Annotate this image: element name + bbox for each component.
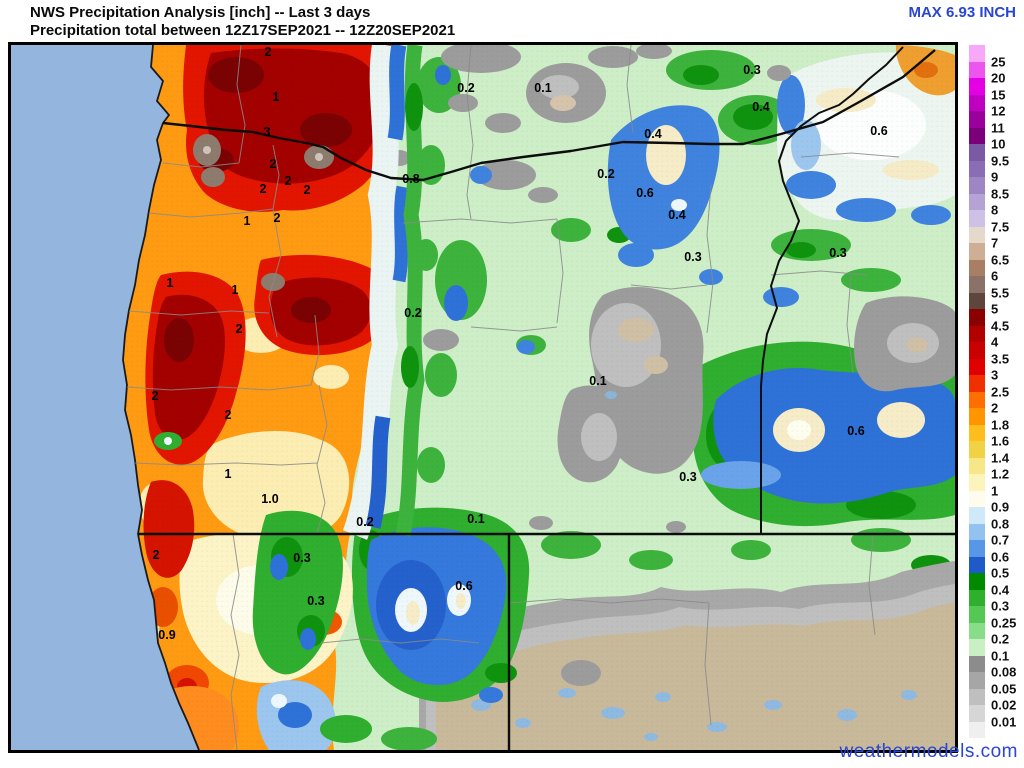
legend-cell (969, 655, 985, 672)
legend-tick-label: 10 (991, 136, 1006, 152)
legend-cell (969, 45, 985, 62)
legend-tick-label: 1 (991, 483, 999, 498)
legend-cell (969, 589, 985, 606)
legend-tick-label: 4.5 (991, 318, 1010, 333)
legend-cell (969, 375, 985, 392)
legend-cell (969, 61, 985, 78)
legend-cell (969, 292, 985, 309)
legend-tick-label: 1.4 (991, 450, 1010, 465)
legend-cell (969, 408, 985, 425)
legend-tick-label: 3 (991, 367, 999, 383)
legend-tick-label: 0.3 (991, 598, 1010, 614)
legend-tick-label: 0.7 (991, 532, 1010, 548)
legend-tick-label: 5.5 (991, 285, 1010, 300)
legend-cell (969, 556, 985, 573)
legend-tick-label: 7 (991, 235, 999, 251)
legend-cell (969, 606, 985, 623)
page-subtitle: Precipitation total between 12Z17SEP2021… (30, 22, 456, 39)
legend-cell (969, 177, 985, 194)
legend-cell (969, 193, 985, 210)
legend-cell (969, 672, 985, 689)
legend-tick-label: 5 (991, 301, 999, 317)
legend-cell (969, 94, 985, 111)
legend-tick-label: 3.5 (991, 351, 1010, 366)
legend-tick-label: 1.2 (991, 466, 1010, 482)
legend-tick-label: 0.25 (991, 615, 1017, 630)
legend-cell (969, 111, 985, 128)
max-value: MAX 6.93 INCH (908, 4, 1016, 21)
legend-tick-label: 7.5 (991, 219, 1010, 234)
legend-tick-label: 0.8 (991, 516, 1010, 531)
legend-cell (969, 210, 985, 227)
legend-cell (969, 342, 985, 359)
legend-cell (969, 309, 985, 326)
legend-tick-label: 0.05 (991, 681, 1017, 696)
legend-tick-label: 20 (991, 70, 1006, 86)
legend-cell (969, 160, 985, 177)
legend-tick-label: 2 (991, 400, 999, 416)
legend-tick-label: 9.5 (991, 153, 1010, 168)
legend-tick-label: 0.02 (991, 697, 1017, 713)
legend-tick-label: 0.6 (991, 549, 1010, 564)
legend-tick-label: 0.5 (991, 565, 1010, 581)
precipitation-map (11, 45, 955, 750)
legend-cell (969, 573, 985, 590)
legend-tick-label: 0.4 (991, 582, 1010, 597)
legend-tick-label: 0.2 (991, 631, 1010, 647)
legend-tick-label: 8.5 (991, 186, 1010, 201)
legend-tick-label: 11 (991, 120, 1005, 135)
legend-cell (969, 391, 985, 408)
legend-cell (969, 457, 985, 474)
page-title: NWS Precipitation Analysis [inch] -- Las… (30, 4, 371, 21)
legend-tick-label: 0.9 (991, 499, 1010, 515)
legend-cell (969, 705, 985, 722)
legend-tick-label: 0.01 (991, 714, 1017, 729)
legend-cell (969, 259, 985, 276)
legend-tick-label: 9 (991, 169, 999, 185)
legend-tick-label: 4 (991, 334, 999, 350)
legend-cell (969, 226, 985, 243)
legend: 25 20 15 12 11 10 9.5 9 8.5 8 7.5 7 6.5 6 5.5 5 4.5 4 3.5 3… (969, 45, 1024, 755)
legend-cell (969, 276, 985, 293)
watermark: weathermodels.com (839, 741, 1018, 762)
legend-tick-label: 6.5 (991, 252, 1010, 267)
legend-cell (969, 424, 985, 441)
legend-tick-label: 2.5 (991, 384, 1010, 399)
legend-cell (969, 78, 985, 95)
legend-colorbar (969, 45, 985, 738)
legend-cell (969, 639, 985, 656)
legend-cell (969, 358, 985, 375)
legend-tick-label: 0.1 (991, 648, 1010, 663)
legend-cell (969, 243, 985, 260)
legend-tick-label: 0.08 (991, 664, 1017, 680)
legend-tick-label: 25 (991, 54, 1006, 69)
legend-cell (969, 540, 985, 557)
legend-cell (969, 622, 985, 639)
legend-tick-label: 1.8 (991, 417, 1010, 432)
legend-tick-label: 6 (991, 268, 999, 284)
legend-tick-label: 15 (991, 87, 1006, 102)
legend-cell (969, 474, 985, 491)
legend-cell (969, 507, 985, 524)
legend-cell (969, 688, 985, 705)
legend-cell (969, 127, 985, 144)
legend-tick-label: 1.6 (991, 433, 1010, 449)
legend-cell (969, 721, 985, 738)
legend-tick-label: 8 (991, 202, 999, 218)
map-canvas: 2 1 3 2 2 2 2 2 1 0.8 0.2 0.1 0.3 0.4 0.4 0.6 0.2 0.6 0.4 0… (8, 42, 958, 753)
legend-cell (969, 144, 985, 161)
legend-cell (969, 490, 985, 507)
legend-cell (969, 441, 985, 458)
legend-cell (969, 325, 985, 342)
legend-cell (969, 523, 985, 540)
legend-tick-label: 12 (991, 103, 1006, 119)
